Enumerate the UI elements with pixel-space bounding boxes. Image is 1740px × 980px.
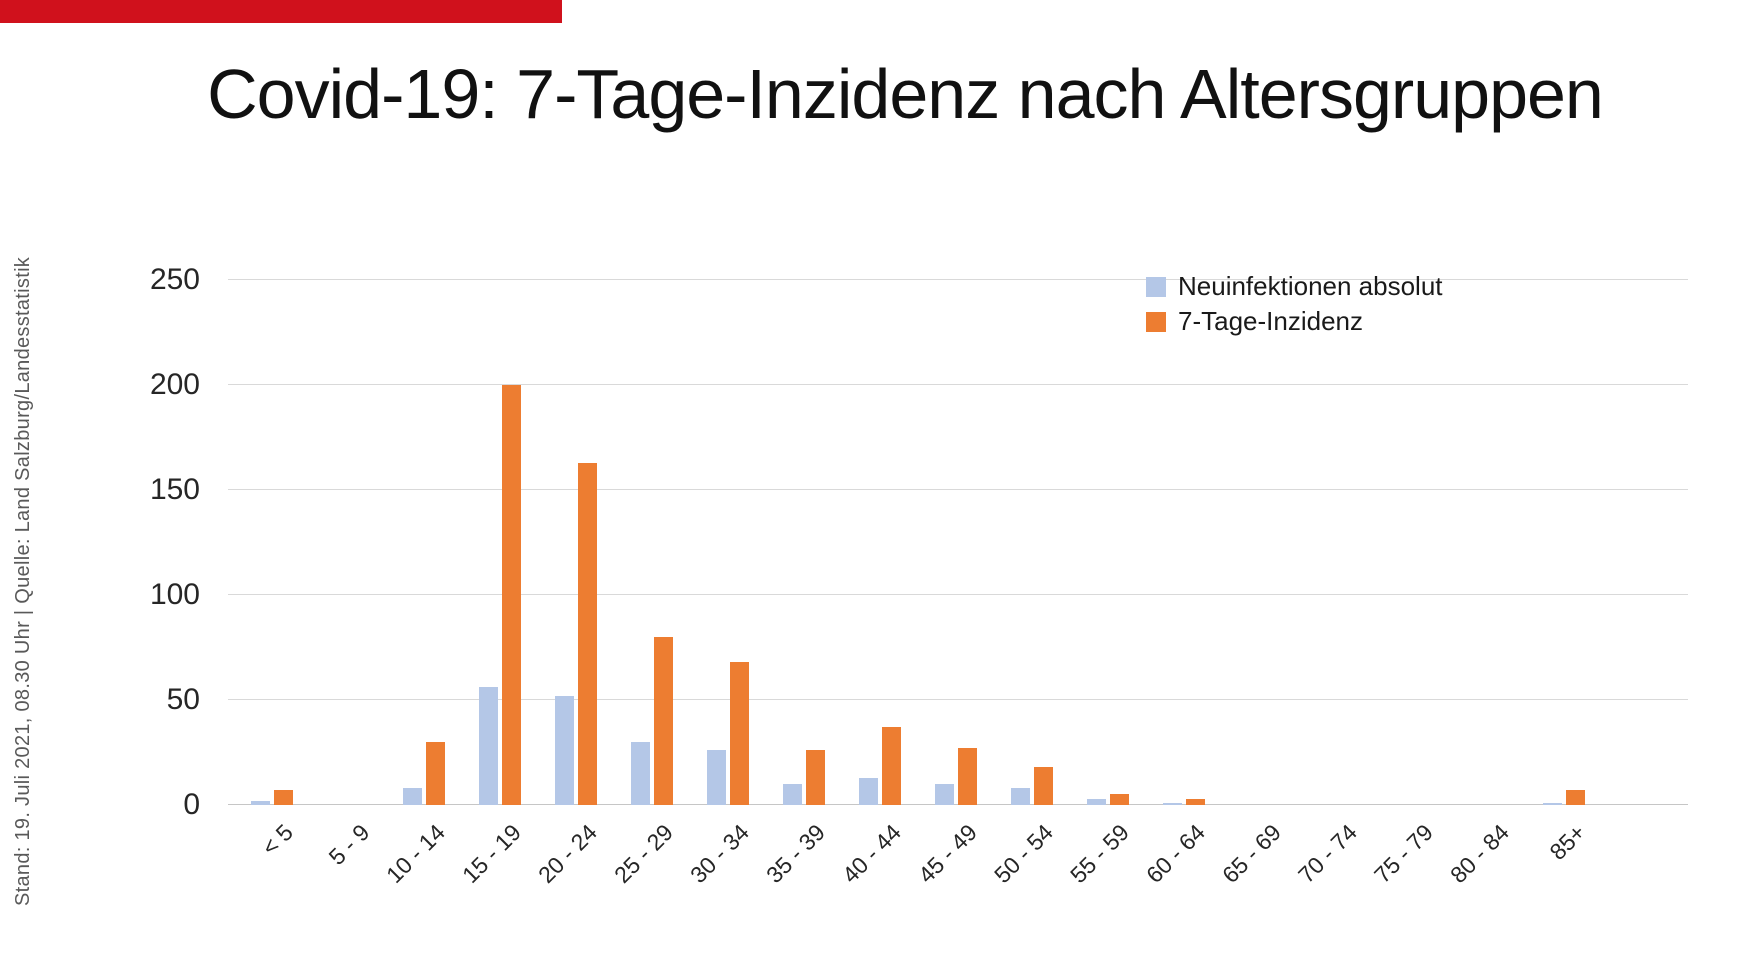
category-85+: 85+	[1526, 280, 1602, 865]
x-tick-label-<5: < 5	[256, 819, 299, 861]
legend-item-inzidenz: 7-Tage-Inzidenz	[1146, 305, 1443, 338]
bar-neuinfektionen-absolut-50-54	[1011, 788, 1030, 805]
legend-item-neuinfektionen: Neuinfektionen absolut	[1146, 270, 1443, 303]
category-5-9: 5 - 9	[310, 280, 386, 870]
bar-neuinfektionen-absolut-40-44	[859, 778, 878, 805]
bar-7-tage-inzidenz-<5	[274, 790, 293, 805]
y-axis-labels: 0 50 100 150 200 250	[90, 0, 200, 980]
bar-7-tage-inzidenz-30-34	[730, 662, 749, 805]
brand-red-bar	[0, 0, 562, 23]
y-tick-label-50: 50	[166, 683, 200, 716]
bar-7-tage-inzidenz-25-29	[654, 637, 673, 805]
legend-label: Neuinfektionen absolut	[1178, 271, 1443, 301]
category-20-24: 20 - 24	[533, 280, 614, 888]
category-50-54: 50 - 54	[989, 280, 1070, 888]
category-30-34: 30 - 34	[685, 280, 766, 888]
x-tick-label-35-39: 35 - 39	[761, 819, 831, 889]
x-tick-label-10-14: 10 - 14	[381, 819, 451, 889]
bar-neuinfektionen-absolut-85+	[1543, 803, 1562, 805]
bar-7-tage-inzidenz-40-44	[882, 727, 901, 805]
x-tick-label-15-19: 15 - 19	[457, 819, 527, 889]
bars-area: < 5 5 - 9 10 - 14 15 - 19 20 - 24 25 - 29 30 -…	[228, 280, 1688, 888]
x-tick-label-55-59: 55 - 59	[1065, 819, 1135, 889]
bar-7-tage-inzidenz-45-49	[958, 748, 977, 805]
bar-7-tage-inzidenz-20-24	[578, 463, 597, 805]
category-35-39: 35 - 39	[761, 280, 842, 888]
x-tick-label-5-9: 5 - 9	[323, 819, 375, 870]
x-tick-label-60-64: 60 - 64	[1141, 819, 1211, 889]
gridline-100	[228, 594, 1688, 595]
bar-7-tage-inzidenz-10-14	[426, 742, 445, 805]
gridline-250	[228, 279, 1688, 280]
y-tick-label-100: 100	[149, 578, 200, 611]
category-70-74: 70 - 74	[1293, 280, 1374, 888]
y-tick-label-200: 200	[149, 368, 200, 401]
category-10-14: 10 - 14	[381, 280, 462, 888]
category-25-29: 25 - 29	[609, 280, 690, 888]
bar-7-tage-inzidenz-15-19	[502, 385, 521, 805]
category-75-79: 75 - 79	[1369, 280, 1450, 888]
x-tick-label-80-84: 80 - 84	[1445, 819, 1515, 889]
bar-7-tage-inzidenz-55-59	[1110, 794, 1129, 805]
gridline-200	[228, 384, 1688, 385]
bar-neuinfektionen-absolut-60-64	[1163, 803, 1182, 805]
bar-neuinfektionen-absolut-10-14	[403, 788, 422, 805]
category-15-19: 15 - 19	[457, 280, 538, 888]
bar-neuinfektionen-absolut-30-34	[707, 750, 726, 805]
bar-7-tage-inzidenz-50-54	[1034, 767, 1053, 805]
y-tick-label-250: 250	[149, 263, 200, 296]
x-tick-label-70-74: 70 - 74	[1293, 819, 1363, 889]
legend-swatch-orange	[1146, 311, 1166, 332]
x-tick-label-25-29: 25 - 29	[609, 819, 679, 889]
x-tick-label-40-44: 40 - 44	[837, 819, 907, 889]
bar-neuinfektionen-absolut-25-29	[631, 742, 650, 805]
x-tick-label-30-34: 30 - 34	[685, 819, 755, 889]
category-55-59: 55 - 59	[1065, 280, 1146, 888]
category-65-69: 65 - 69	[1217, 280, 1298, 888]
x-tick-label-85+: 85+	[1544, 819, 1591, 865]
y-tick-label-150: 150	[149, 473, 200, 506]
bar-neuinfektionen-absolut-20-24	[555, 696, 574, 805]
gridline-150	[228, 489, 1688, 490]
legend-label: 7-Tage-Inzidenz	[1178, 306, 1363, 336]
gridline-50	[228, 699, 1688, 700]
bar-neuinfektionen-absolut-55-59	[1087, 799, 1106, 805]
x-tick-label-20-24: 20 - 24	[533, 819, 603, 889]
x-tick-label-50-54: 50 - 54	[989, 819, 1059, 889]
legend-swatch-blue	[1146, 276, 1166, 297]
y-tick-label-0: 0	[183, 788, 200, 821]
chart-title: Covid-19: 7-Tage-Inzidenz nach Altersgru…	[207, 55, 1604, 133]
category-60-64: 60 - 64	[1141, 280, 1222, 888]
category-80-84: 80 - 84	[1445, 280, 1526, 888]
bar-7-tage-inzidenz-35-39	[806, 750, 825, 805]
x-tick-label-65-69: 65 - 69	[1217, 819, 1287, 889]
bar-neuinfektionen-absolut-15-19	[479, 687, 498, 805]
legend: Neuinfektionen absolut 7-Tage-Inzidenz	[1146, 270, 1443, 338]
bar-neuinfektionen-absolut-35-39	[783, 784, 802, 805]
bar-7-tage-inzidenz-85+	[1566, 790, 1585, 805]
x-tick-label-75-79: 75 - 79	[1369, 819, 1439, 889]
x-tick-label-45-49: 45 - 49	[913, 819, 983, 889]
bar-neuinfektionen-absolut-<5	[251, 801, 270, 805]
category-45-49: 45 - 49	[913, 280, 994, 888]
bar-7-tage-inzidenz-60-64	[1186, 799, 1205, 805]
bar-neuinfektionen-absolut-45-49	[935, 784, 954, 805]
category-40-44: 40 - 44	[837, 280, 918, 888]
category-<5: < 5	[234, 280, 310, 860]
